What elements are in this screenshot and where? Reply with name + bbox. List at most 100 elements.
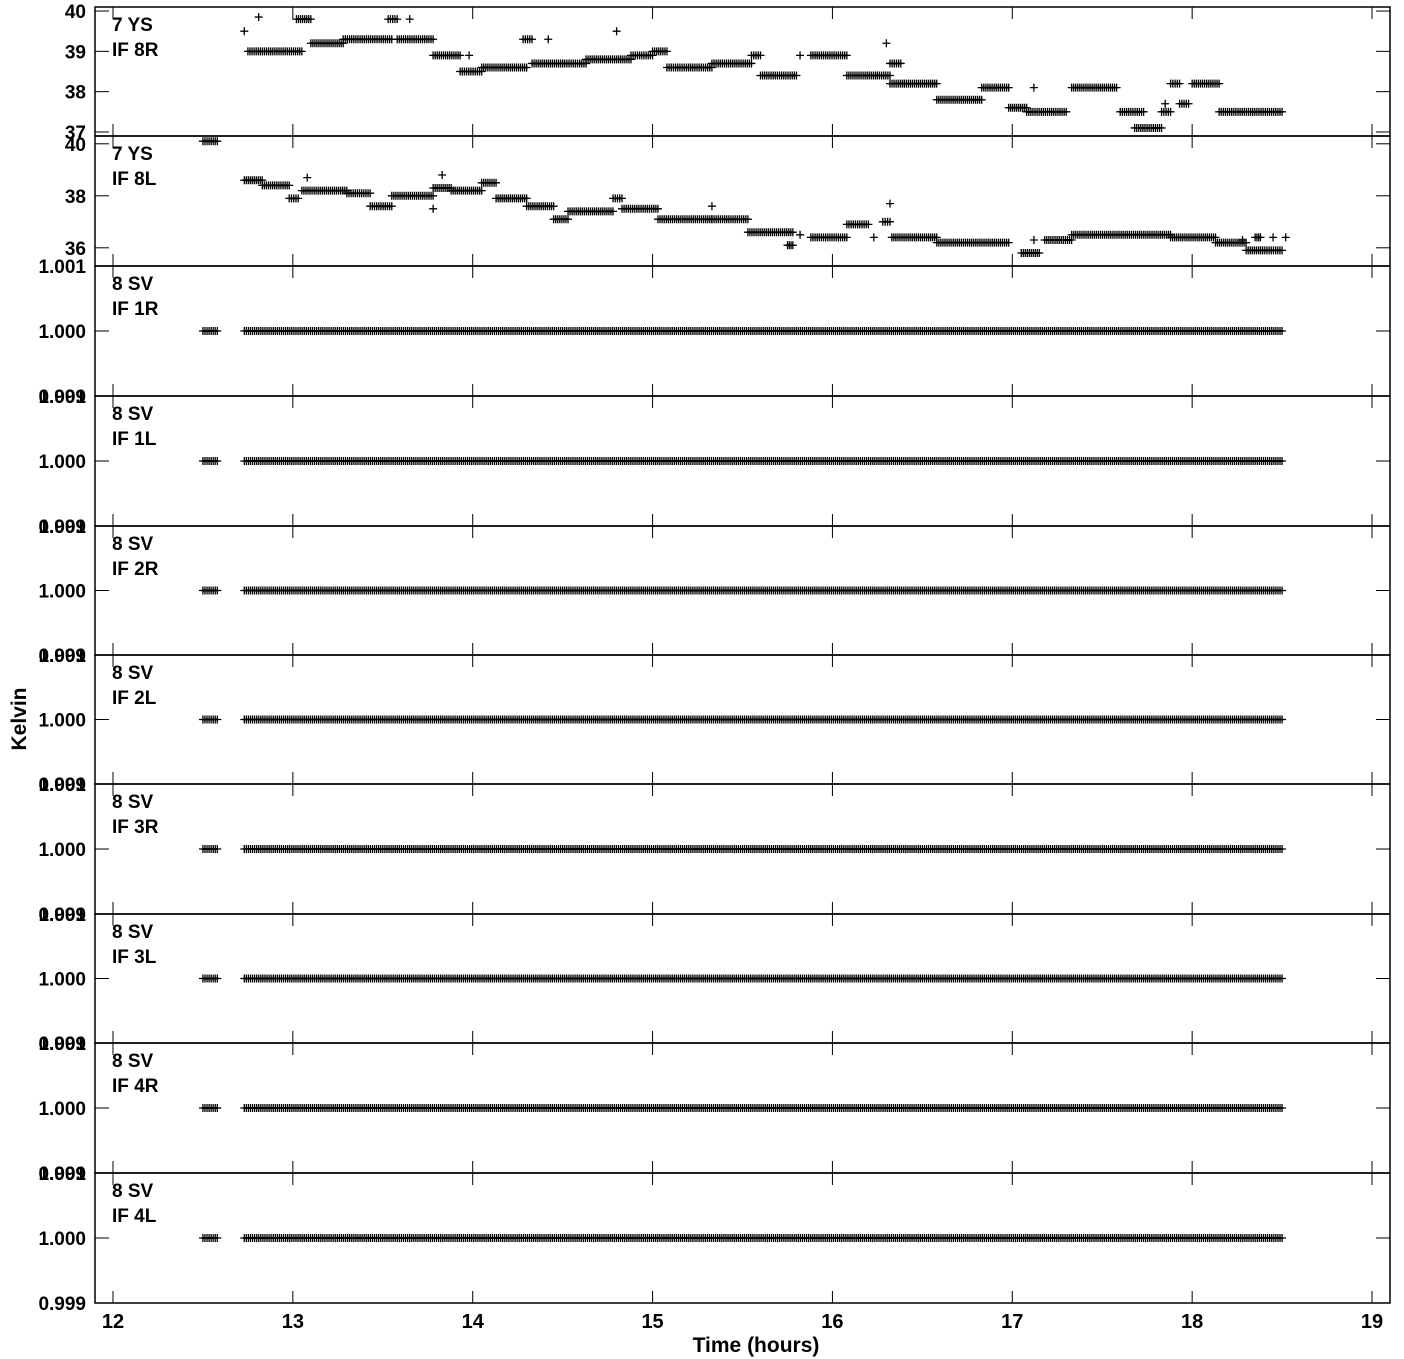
y-tick-label: 1.001 [38, 257, 86, 278]
data-point [788, 241, 797, 250]
y-tick-label: 1.001 [38, 905, 86, 926]
data-point [240, 27, 249, 36]
data-point [1238, 236, 1247, 244]
data-point [932, 79, 941, 88]
data-point [1175, 79, 1184, 88]
data-point [1278, 327, 1287, 335]
data-point [796, 230, 805, 239]
data-point [707, 202, 716, 211]
data-point [756, 51, 765, 60]
data-point [1161, 99, 1170, 108]
data-point [213, 715, 222, 724]
panel-antenna-label: 7 YS [112, 144, 153, 165]
data-point [405, 15, 414, 24]
data-point [549, 202, 558, 211]
data-point [792, 71, 801, 80]
data-point [1278, 586, 1287, 595]
data-point [213, 137, 222, 146]
y-tick-label: 1.000 [38, 322, 86, 343]
panel-antenna-label: 8 SV [112, 1051, 154, 1072]
panel-if-label: IF 3L [112, 947, 157, 968]
panel-antenna-label: 7 YS [112, 15, 153, 36]
data-point [1256, 233, 1265, 242]
data-point [612, 27, 621, 36]
data-point [429, 204, 438, 213]
data-point [842, 51, 851, 60]
data-point [213, 586, 222, 595]
data-point [213, 845, 222, 853]
data-point [896, 59, 905, 68]
data-point [1278, 107, 1287, 116]
data-point [1278, 457, 1287, 465]
data-point [1029, 236, 1038, 244]
data-point [1139, 107, 1148, 116]
y-tick-label: 1.000 [38, 452, 86, 473]
data-point [788, 228, 797, 237]
y-tick-label: 1.001 [38, 517, 86, 538]
data-point [1278, 974, 1287, 983]
data-point [477, 186, 486, 195]
data-point [213, 1104, 222, 1112]
data-point [366, 189, 375, 198]
panel-if-label: IF 8L [112, 169, 157, 190]
data-point [1278, 715, 1287, 724]
data-point [1062, 107, 1071, 116]
data-point [213, 457, 222, 465]
data-point [617, 194, 626, 203]
data-point [213, 974, 222, 983]
panel-if-label: IF 8R [112, 40, 159, 61]
data-point [1269, 233, 1278, 242]
data-point [213, 327, 222, 335]
panel-if-label: IF 2R [112, 559, 159, 580]
data-point [528, 35, 537, 44]
panel-antenna-label: 8 SV [112, 274, 154, 295]
data-point [1157, 123, 1166, 132]
y-tick-label: 1.001 [38, 387, 86, 408]
data-point [522, 63, 531, 72]
data-point [743, 215, 752, 224]
panel-antenna-label: 8 SV [112, 534, 154, 555]
y-tick-label: 1.001 [38, 1034, 86, 1055]
y-tick-label: 1.000 [38, 970, 86, 991]
panel-frame [94, 6, 1391, 137]
data-point [393, 15, 402, 24]
data-point [438, 171, 447, 179]
data-point [1184, 99, 1193, 108]
y-tick-label: 38 [65, 83, 86, 104]
panel-if-label: IF 4R [112, 1076, 159, 1097]
data-point [1166, 107, 1175, 116]
panel-if-label: IF 3R [112, 817, 159, 838]
data-point [977, 95, 986, 104]
data-point [842, 233, 851, 242]
panel-antenna-label: 8 SV [112, 663, 154, 684]
data-point [1035, 249, 1044, 257]
y-tick-label: 1.000 [38, 840, 86, 861]
data-point [1029, 83, 1038, 92]
panel-antenna-label: 8 SV [112, 792, 154, 813]
data-point [429, 191, 438, 200]
data-point [653, 204, 662, 213]
y-tick-label: 1.001 [38, 646, 86, 667]
data-point [254, 13, 263, 22]
data-point [456, 51, 465, 60]
data-point [885, 199, 894, 208]
data-point [882, 39, 891, 48]
panel-antenna-label: 8 SV [112, 404, 154, 425]
data-point [544, 35, 553, 44]
data-point [1004, 238, 1013, 247]
data-point [869, 233, 878, 242]
data-point [1215, 79, 1224, 88]
y-tick-label: 0.999 [38, 387, 86, 408]
y-tick-label: 40 [65, 135, 86, 156]
data-point [522, 194, 531, 203]
data-point [796, 51, 805, 60]
data-point [1004, 83, 1013, 92]
